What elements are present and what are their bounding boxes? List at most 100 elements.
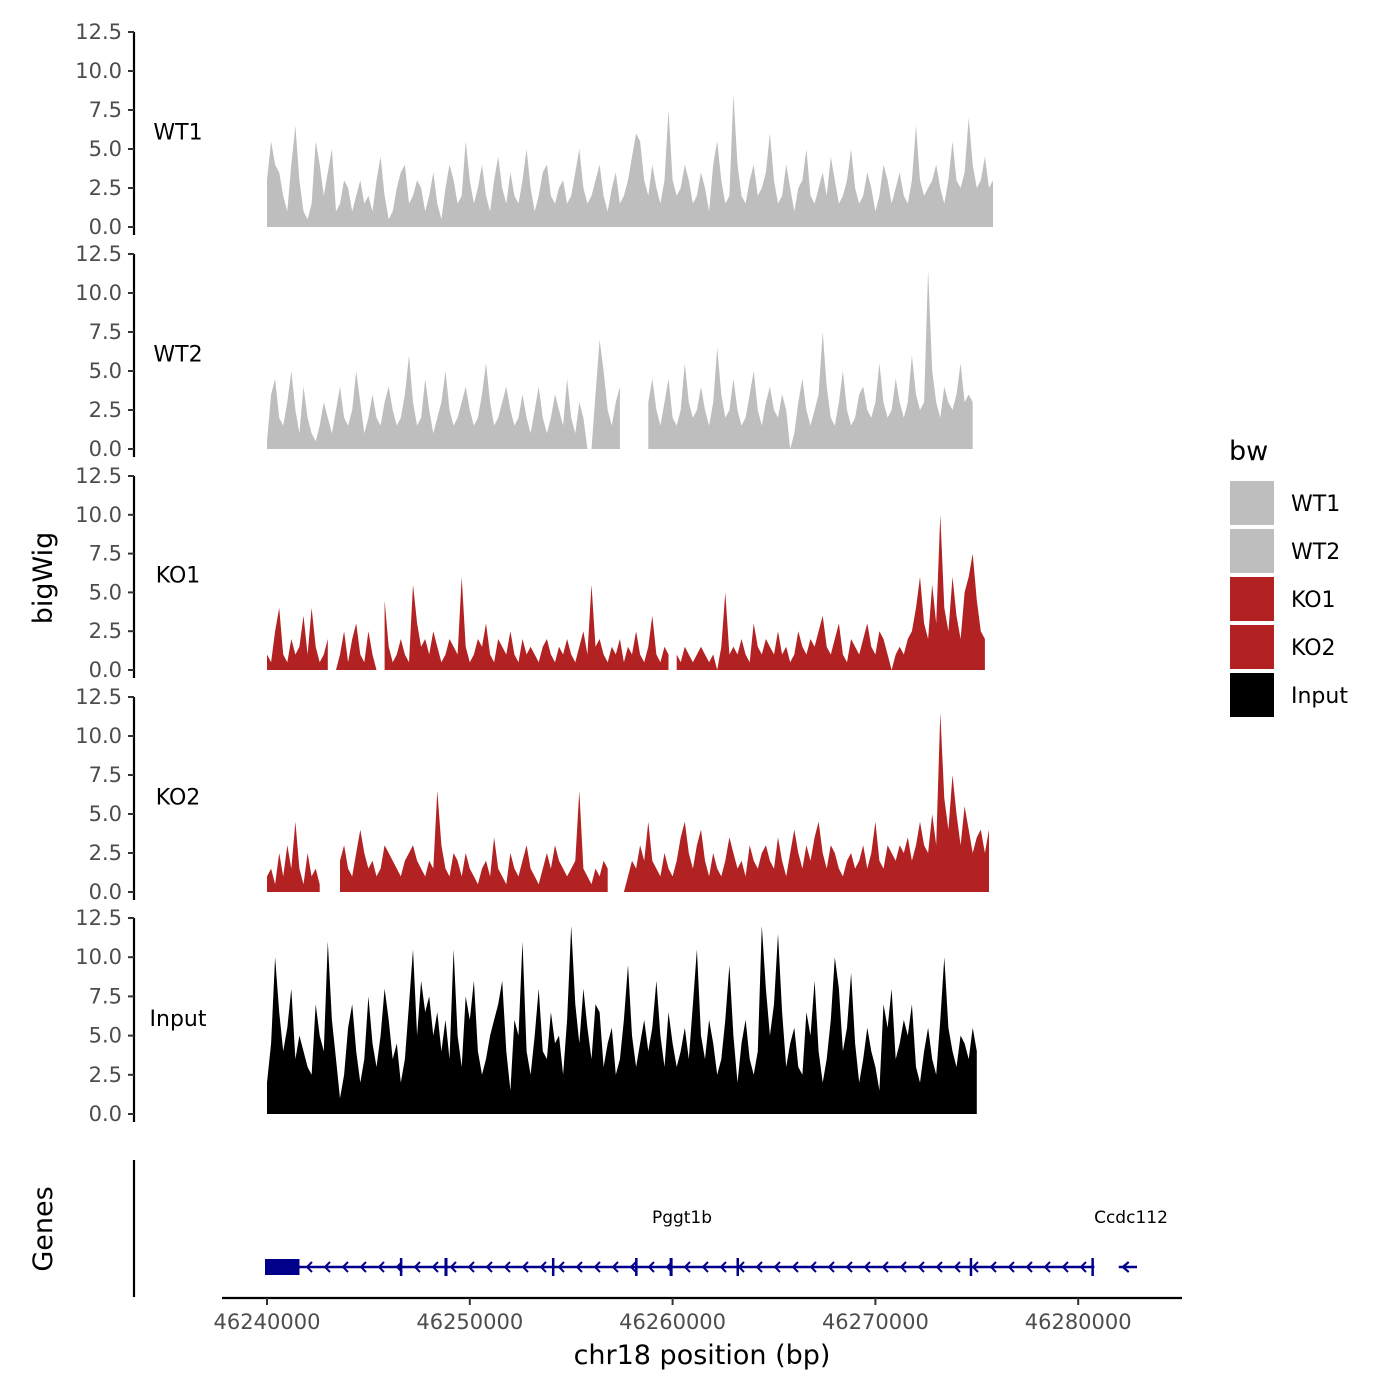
x-tick-label: 46280000 (1025, 1310, 1132, 1334)
legend-key-ko1 (1230, 577, 1274, 621)
y-tick-label: 10.0 (75, 724, 122, 748)
strand-arrow (845, 1261, 853, 1273)
track-ko1: 0.0 2.5 5.0 7.5 10.0 12.5 KO1 (75, 464, 985, 682)
track-wt1: 0.0 2.5 5.0 7.5 10.0 12.5 WT1 (75, 20, 993, 239)
legend-key-wt2 (1230, 529, 1274, 573)
legend-label-ko1: KO1 (1291, 588, 1336, 613)
strand-arrow (899, 1261, 907, 1273)
legend-key-input (1230, 673, 1274, 717)
y-tick-label: 2.5 (89, 619, 122, 643)
track-label-input: Input (150, 1007, 207, 1032)
area-ko2 (340, 790, 608, 892)
y-tick-label: 5.0 (89, 1024, 122, 1048)
area-ko1 (676, 514, 985, 670)
strand-arrow (647, 1261, 655, 1273)
area-ko2 (267, 821, 320, 892)
y-tick-label: 10.0 (75, 281, 122, 305)
y-tick-label: 7.5 (89, 984, 122, 1008)
track-wt2: 0.0 2.5 5.0 7.5 10.0 12.5 WT2 (75, 242, 973, 461)
exon (969, 1258, 973, 1276)
y-tick-label: 12.5 (75, 242, 122, 266)
strand-arrow (971, 1261, 979, 1273)
strand-arrow (701, 1261, 709, 1273)
y-axis-title: bigWig (28, 532, 59, 625)
legend-title: bw (1229, 436, 1268, 467)
strand-arrow (413, 1261, 421, 1273)
strand-arrow (1007, 1261, 1015, 1273)
x-axis-title: chr18 position (bp) (574, 1340, 831, 1371)
y-tick-label: 10.0 (75, 945, 122, 969)
area-wt1 (267, 94, 993, 228)
x-tick-label: 46240000 (214, 1310, 321, 1334)
y-tick-label: 7.5 (89, 320, 122, 344)
exon (669, 1258, 673, 1276)
strand-arrow (593, 1261, 601, 1273)
strand-arrow (1121, 1261, 1130, 1273)
legend-label-wt2: WT2 (1291, 540, 1340, 565)
legend-key-wt1 (1230, 481, 1274, 525)
area-ko1 (384, 576, 669, 670)
area-wt2 (648, 269, 973, 449)
legend-label-input: Input (1291, 684, 1348, 709)
strand-arrow (755, 1261, 763, 1273)
strand-arrow (737, 1261, 745, 1273)
area-wt2 (267, 339, 620, 449)
x-tick-label: 46250000 (416, 1310, 523, 1334)
legend-key-ko2 (1230, 625, 1274, 669)
area-ko1 (336, 623, 377, 670)
y-tick-label: 0.0 (89, 1102, 122, 1126)
legend: bw WT1 WT2 KO1 KO2 Input (1229, 436, 1348, 717)
y-tick-label: 7.5 (89, 542, 122, 566)
strand-arrow (1079, 1261, 1087, 1273)
y-tick-label: 0.0 (89, 658, 122, 682)
track-label-ko2: KO2 (156, 785, 201, 810)
track-label-ko1: KO1 (156, 564, 201, 589)
area-input (267, 925, 977, 1114)
track-input: 0.0 2.5 5.0 7.5 10.0 12.5 Input (75, 906, 977, 1126)
y-tick-label: 12.5 (75, 20, 122, 44)
strand-arrow (431, 1261, 439, 1273)
gene-pggt1b: Pggt1b (265, 1208, 1095, 1276)
legend-label-wt1: WT1 (1291, 492, 1340, 517)
gene-label-ccdc112: Ccdc112 (1094, 1208, 1168, 1228)
y-tick-label: 5.0 (89, 580, 122, 604)
gene-label-pggt1b: Pggt1b (652, 1208, 712, 1228)
track-label-wt1: WT1 (153, 120, 202, 145)
exon (399, 1258, 403, 1276)
strand-arrow (539, 1261, 547, 1273)
strand-arrow (503, 1261, 511, 1273)
y-tick-label: 12.5 (75, 685, 122, 709)
strand-arrow (683, 1261, 691, 1273)
y-tick-label: 2.5 (89, 1063, 122, 1087)
strand-arrow (917, 1261, 925, 1273)
strand-arrow (773, 1261, 781, 1273)
coverage-tracks: 0.0 2.5 5.0 7.5 10.0 12.5 WT1 0.0 2.5 5.0 7.5 10.0 1… (75, 20, 993, 1126)
strand-arrow (809, 1261, 817, 1273)
y-tick-label: 5.0 (89, 359, 122, 383)
exon (444, 1258, 448, 1276)
y-tick-label: 0.0 (89, 437, 122, 461)
strand-arrow (485, 1261, 493, 1273)
strand-arrow (629, 1261, 637, 1273)
y-tick-label: 0.0 (89, 215, 122, 239)
strand-arrow (359, 1261, 367, 1273)
track-label-wt2: WT2 (153, 342, 202, 367)
exon (736, 1258, 739, 1276)
strand-arrow (863, 1261, 871, 1273)
y-tick-label: 2.5 (89, 398, 122, 422)
strand-arrow (1025, 1261, 1033, 1273)
x-axis: 46240000 46250000 46260000 46270000 46280000 (214, 1296, 1182, 1334)
strand-arrow (305, 1261, 313, 1273)
legend-label-ko2: KO2 (1291, 636, 1336, 661)
area-ko2 (619, 712, 989, 892)
strand-arrow (1043, 1261, 1051, 1273)
strand-arrow (719, 1261, 727, 1273)
strand-arrow (575, 1261, 583, 1273)
strand-arrow (935, 1261, 943, 1273)
y-tick-label: 5.0 (89, 137, 122, 161)
gene-track: Pggt1b Ccdc112 (132, 1160, 1168, 1297)
y-tick-label: 0.0 (89, 880, 122, 904)
strand-arrow (449, 1261, 457, 1273)
strand-arrow (341, 1261, 349, 1273)
strand-arrow (881, 1261, 889, 1273)
